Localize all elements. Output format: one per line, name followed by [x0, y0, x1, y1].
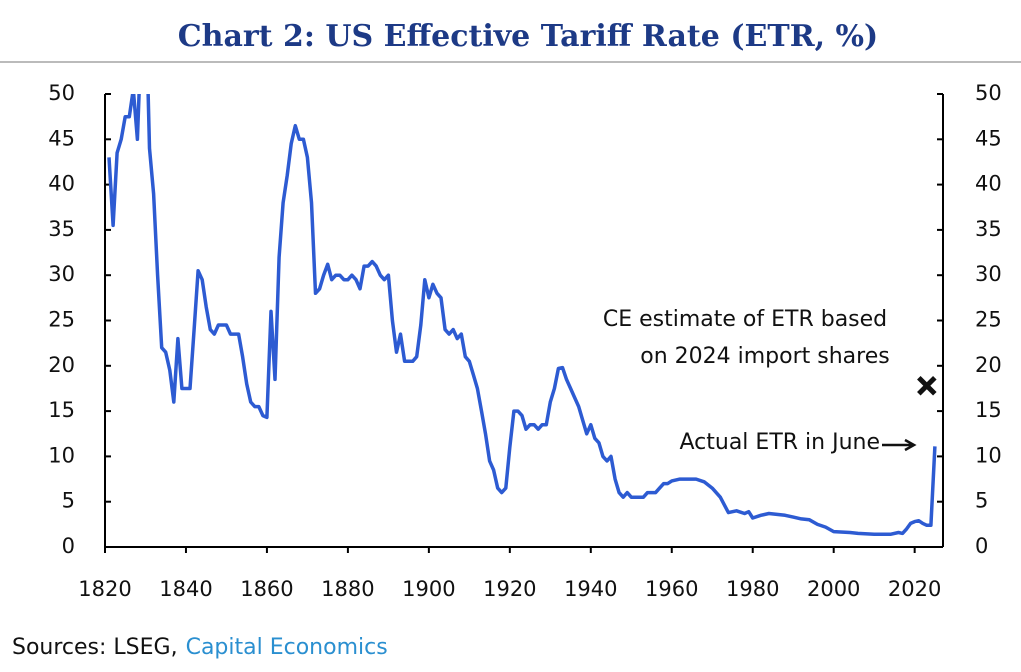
y2-tick-label: 5 [975, 489, 988, 513]
source-text: Sources: LSEG, [12, 635, 178, 660]
y-tick-label: 40 [48, 172, 75, 196]
annotation: on 2024 import shares [640, 344, 889, 369]
estimate-marker [917, 375, 937, 396]
y-tick-label: 35 [48, 217, 75, 241]
y2-tick-label: 20 [975, 353, 1002, 377]
y2-tick-label: 0 [975, 534, 988, 558]
x-tick-label: 1860 [240, 577, 293, 601]
y-tick-label: 0 [62, 534, 75, 558]
chart-title: Chart 2: US Effective Tariff Rate (ETR, … [178, 19, 878, 54]
y2-tick-label: 40 [975, 172, 1002, 196]
source: Sources: LSEG, Capital Economics [12, 635, 388, 660]
annotation: Actual ETR in June [680, 430, 881, 455]
annotation-arrow [882, 438, 917, 452]
annotation: CE estimate of ETR based [603, 307, 887, 332]
y2-tick-label: 25 [975, 308, 1002, 332]
y2-tick-label: 50 [975, 81, 1002, 105]
y-tick-label: 15 [48, 398, 75, 422]
y-tick-label: 5 [62, 489, 75, 513]
x-tick-label: 2020 [888, 577, 941, 601]
y-tick-label: 45 [48, 126, 75, 150]
x-tick-label: 1920 [483, 577, 536, 601]
y2-tick-label: 10 [975, 443, 1002, 467]
x-tick-label: 2000 [807, 577, 860, 601]
x-tick-label: 1960 [645, 577, 698, 601]
x-tick-label: 1840 [159, 577, 212, 601]
y2-tick-label: 15 [975, 398, 1002, 422]
y2-tick-label: 30 [975, 262, 1002, 286]
y2-tick-label: 45 [975, 126, 1002, 150]
y-tick-label: 25 [48, 308, 75, 332]
source-link: Capital Economics [186, 635, 388, 660]
y-tick-label: 30 [48, 262, 75, 286]
x-tick-label: 1880 [321, 577, 374, 601]
x-tick-label: 1980 [726, 577, 779, 601]
y-tick-label: 50 [48, 81, 75, 105]
y-tick-label: 20 [48, 353, 75, 377]
y2-tick-label: 35 [975, 217, 1002, 241]
tariff-line [107, 94, 937, 537]
x-tick-label: 1900 [402, 577, 455, 601]
y-tick-label: 10 [48, 443, 75, 467]
x-tick-label: 1940 [564, 577, 617, 601]
x-tick-label: 1820 [78, 577, 131, 601]
